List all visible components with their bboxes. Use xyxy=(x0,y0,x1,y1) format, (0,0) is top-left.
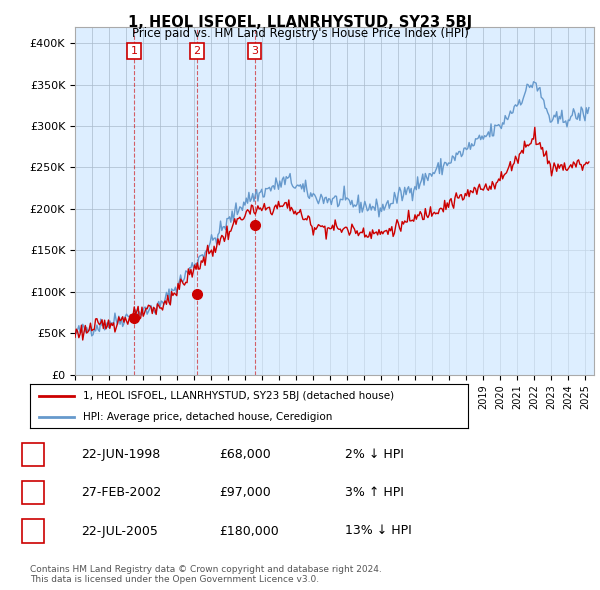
Text: 13% ↓ HPI: 13% ↓ HPI xyxy=(345,525,412,537)
Text: 1: 1 xyxy=(29,448,37,461)
Text: 22-JUN-1998: 22-JUN-1998 xyxy=(81,448,160,461)
Text: 1, HEOL ISFOEL, LLANRHYSTUD, SY23 5BJ: 1, HEOL ISFOEL, LLANRHYSTUD, SY23 5BJ xyxy=(128,15,472,30)
Text: 3% ↑ HPI: 3% ↑ HPI xyxy=(345,486,404,499)
Text: 2: 2 xyxy=(29,486,37,499)
Text: Contains HM Land Registry data © Crown copyright and database right 2024.
This d: Contains HM Land Registry data © Crown c… xyxy=(30,565,382,584)
Text: 3: 3 xyxy=(29,525,37,537)
Text: 1: 1 xyxy=(131,46,137,56)
Text: 1, HEOL ISFOEL, LLANRHYSTUD, SY23 5BJ (detached house): 1, HEOL ISFOEL, LLANRHYSTUD, SY23 5BJ (d… xyxy=(83,391,394,401)
Text: 3: 3 xyxy=(251,46,258,56)
Text: 2% ↓ HPI: 2% ↓ HPI xyxy=(345,448,404,461)
Text: £180,000: £180,000 xyxy=(219,525,279,537)
Text: 2: 2 xyxy=(193,46,200,56)
Text: 22-JUL-2005: 22-JUL-2005 xyxy=(81,525,158,537)
Text: HPI: Average price, detached house, Ceredigion: HPI: Average price, detached house, Cere… xyxy=(83,412,332,422)
Text: £68,000: £68,000 xyxy=(219,448,271,461)
Text: Price paid vs. HM Land Registry's House Price Index (HPI): Price paid vs. HM Land Registry's House … xyxy=(131,27,469,40)
Text: 27-FEB-2002: 27-FEB-2002 xyxy=(81,486,161,499)
Text: £97,000: £97,000 xyxy=(219,486,271,499)
